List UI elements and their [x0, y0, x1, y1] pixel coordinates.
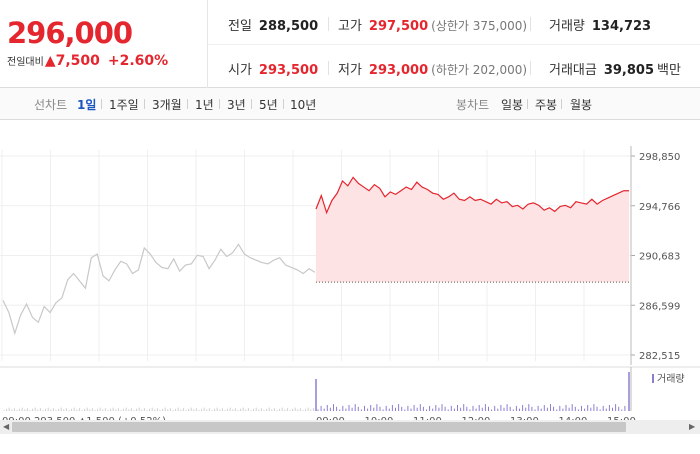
- prev-day-price-line: [2, 243, 316, 336]
- tab-divider: [144, 99, 145, 109]
- line-chart-title: 선차트: [34, 98, 68, 112]
- tab-daily-candle[interactable]: 일봉: [501, 98, 524, 112]
- tab-divider: [251, 99, 252, 109]
- tab-weekly-candle[interactable]: 주봉: [535, 98, 558, 112]
- divider: [530, 61, 531, 75]
- volume-legend-swatch: [652, 374, 654, 383]
- upper-limit: (상한가 375,000): [431, 19, 528, 33]
- price-chart-svg: 298,850294,766290,683286,599282,515거래량09…: [0, 146, 700, 427]
- volume-legend-label: 거래량: [657, 373, 685, 385]
- scroll-thumb[interactable]: [12, 422, 626, 432]
- tab-divider: [187, 99, 188, 109]
- tab-monthly-candle[interactable]: 월봉: [570, 98, 593, 112]
- volume-value: 134,723: [591, 19, 652, 34]
- prev-close-label: 전일: [228, 19, 252, 34]
- divider: [328, 61, 329, 75]
- prev-close-value: 288,500: [258, 19, 319, 34]
- tab-1year[interactable]: 1년: [195, 98, 214, 112]
- candle-chart-title: 봉차트: [456, 98, 490, 112]
- change-row: 전일대비▲7,500 +2.60%: [7, 53, 168, 69]
- change-label: 전일대비: [7, 57, 44, 68]
- today-price-line: [315, 176, 629, 215]
- tab-10year[interactable]: 10년: [290, 98, 317, 112]
- amount-unit: 백만: [657, 63, 681, 78]
- current-price-box: 296,000 전일대비▲7,500 +2.60%: [0, 0, 208, 88]
- amount-label: 거래대금: [549, 63, 597, 78]
- intraday-chart: 298,850294,766290,683286,599282,515거래량09…: [0, 120, 700, 450]
- y-tick-label: 290,683: [639, 252, 680, 263]
- tab-divider: [561, 99, 562, 109]
- quote-header: 296,000 전일대비▲7,500 +2.60% 전일 288,500 고가 297…: [0, 0, 700, 88]
- tab-divider: [283, 99, 284, 109]
- tab-divider: [219, 99, 220, 109]
- y-tick-label: 298,850: [639, 152, 680, 163]
- divider: [530, 17, 531, 31]
- volume-cell: 거래량 134,723: [549, 15, 651, 34]
- chart-scrollbar[interactable]: ◀ ▶: [0, 420, 700, 434]
- today-price-area: [316, 177, 629, 283]
- up-arrow-icon: ▲: [44, 53, 56, 69]
- volume-label: 거래량: [549, 19, 585, 34]
- y-tick-label: 294,766: [639, 202, 680, 213]
- high-label: 고가: [338, 19, 362, 34]
- tab-3year[interactable]: 3년: [227, 98, 246, 112]
- scroll-left-icon[interactable]: ◀: [3, 422, 10, 431]
- chart-period-tabs: 선차트 1일 1주일 3개월 1년 3년 5년 10년 봉차트 일봉 주봉 월봉: [0, 88, 700, 120]
- tab-divider: [101, 99, 102, 109]
- current-price: 296,000: [7, 16, 133, 50]
- low-cell: 저가 293,000 (하한가 202,000): [338, 59, 527, 78]
- change-rate: +2.60%: [107, 53, 169, 69]
- tab-3month[interactable]: 3개월: [152, 98, 182, 112]
- y-tick-label: 286,599: [639, 301, 680, 312]
- amount-cell: 거래대금 39,805 백만: [549, 59, 681, 78]
- scroll-right-icon[interactable]: ▶: [689, 422, 696, 431]
- tab-5year[interactable]: 5년: [259, 98, 278, 112]
- tab-1day[interactable]: 1일: [77, 98, 97, 112]
- divider: [328, 17, 329, 31]
- open-cell: 시가 293,500: [228, 59, 318, 78]
- y-tick-label: 282,515: [639, 351, 680, 362]
- open-value: 293,500: [258, 63, 319, 78]
- low-label: 저가: [338, 63, 362, 78]
- high-cell: 고가 297,500 (상한가 375,000): [338, 15, 527, 34]
- prev-close-cell: 전일 288,500: [228, 15, 318, 34]
- tab-divider: [527, 99, 528, 109]
- amount-value: 39,805: [603, 63, 655, 78]
- tab-1week[interactable]: 1주일: [109, 98, 139, 112]
- high-value: 297,500: [368, 19, 429, 34]
- change-value: 7,500: [55, 53, 100, 69]
- low-value: 293,000: [368, 63, 429, 78]
- lower-limit: (하한가 202,000): [431, 63, 528, 77]
- row-divider: [208, 44, 700, 45]
- open-label: 시가: [228, 63, 252, 78]
